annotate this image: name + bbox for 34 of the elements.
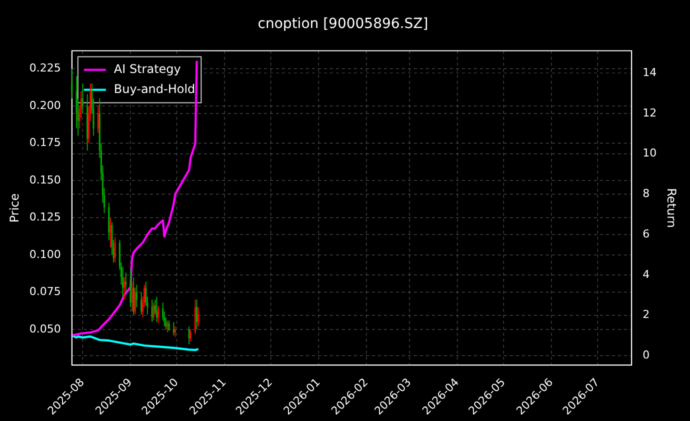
candlestick bbox=[157, 305, 160, 324]
candlestick bbox=[151, 299, 153, 322]
legend-label: AI Strategy bbox=[114, 62, 181, 76]
y-tick-label: 0.075 bbox=[29, 285, 61, 298]
candlestick bbox=[71, 68, 73, 99]
candlestick bbox=[97, 105, 99, 134]
y2-tick-label: 14 bbox=[642, 66, 657, 79]
y-tick-label: 0.050 bbox=[29, 322, 61, 336]
candlestick bbox=[125, 272, 127, 293]
candlestick bbox=[168, 320, 170, 332]
candlestick bbox=[166, 320, 168, 333]
candlestick bbox=[188, 326, 190, 345]
y2-tick-label: 8 bbox=[642, 187, 650, 200]
candlestick bbox=[140, 292, 142, 316]
y-tick-label: 0.175 bbox=[29, 136, 61, 150]
y-axis-title: Price bbox=[7, 193, 22, 223]
y-tick-label: 0.225 bbox=[29, 62, 61, 75]
y2-tick-label: 0 bbox=[642, 348, 650, 362]
candlestick bbox=[122, 266, 124, 298]
candlestick bbox=[172, 321, 174, 336]
y2-axis-title: Return bbox=[664, 188, 679, 228]
candlestick bbox=[131, 281, 133, 312]
y2-tick-label: 10 bbox=[642, 146, 657, 160]
y-tick-label: 0.100 bbox=[29, 248, 61, 261]
chart-title: cnoption [90005896.SZ] bbox=[258, 16, 428, 32]
candlestick bbox=[196, 299, 198, 330]
y-tick-label: 0.125 bbox=[29, 210, 61, 224]
y-tick-label: 0.150 bbox=[29, 173, 61, 186]
legend-label: Buy-and-Hold bbox=[114, 82, 196, 96]
y2-tick-label: 12 bbox=[642, 106, 657, 120]
y2-tick-label: 2 bbox=[642, 308, 650, 322]
y2-tick-label: 6 bbox=[642, 227, 650, 240]
y-tick-label: 0.200 bbox=[29, 98, 61, 112]
y2-tick-label: 4 bbox=[642, 268, 650, 281]
